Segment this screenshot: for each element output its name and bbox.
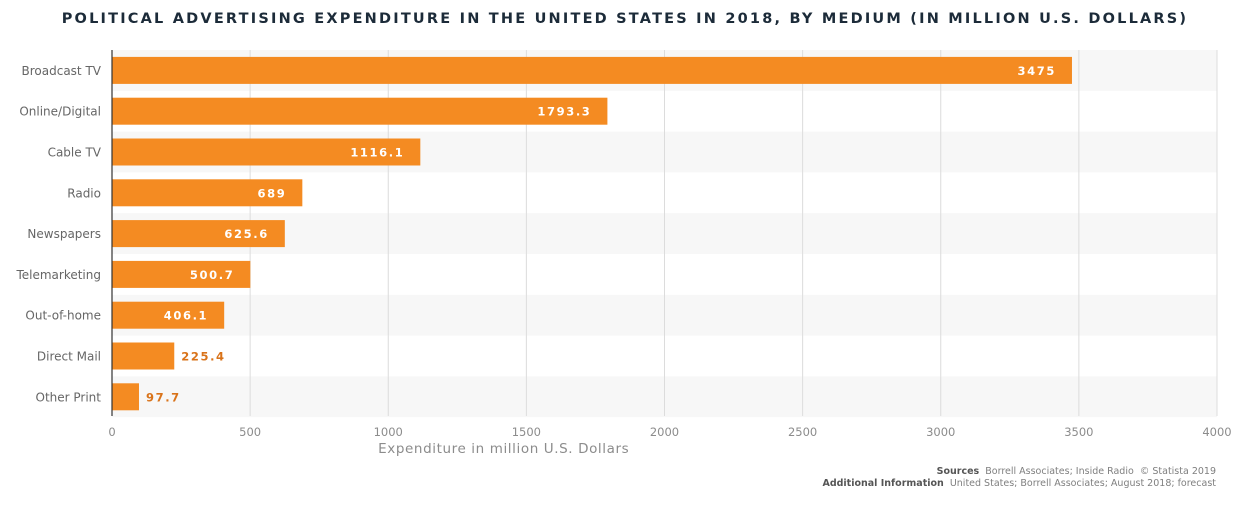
x-axis-title: Expenditure in million U.S. Dollars xyxy=(378,441,629,457)
bar-value-label: 225.4 xyxy=(181,350,225,364)
category-label: Newspapers xyxy=(27,227,101,241)
category-label: Direct Mail xyxy=(37,350,101,364)
category-label: Other Print xyxy=(36,390,102,404)
category-label: Telemarketing xyxy=(15,268,101,282)
bar xyxy=(112,383,139,411)
bar xyxy=(112,301,225,329)
x-tick-label: 2500 xyxy=(788,425,817,439)
x-tick-label: 0 xyxy=(108,425,115,439)
bar xyxy=(112,220,285,248)
bar-value-label: 97.7 xyxy=(146,390,181,404)
category-label: Broadcast TV xyxy=(22,64,102,78)
x-tick-label: 3000 xyxy=(926,425,955,439)
category-label: Online/Digital xyxy=(19,105,101,119)
bar-value-label: 689 xyxy=(258,186,287,200)
x-tick-label: 2000 xyxy=(650,425,679,439)
bar xyxy=(112,97,608,125)
x-tick-label: 1000 xyxy=(374,425,403,439)
info-text: United States; Borrell Associates; Augus… xyxy=(949,478,1216,489)
category-label: Radio xyxy=(67,186,101,200)
bar xyxy=(112,260,251,288)
bar-value-label: 625.6 xyxy=(224,227,268,241)
chart-title: POLITICAL ADVERTISING EXPENDITURE IN THE… xyxy=(61,11,1189,27)
bar-value-label: 1116.1 xyxy=(350,146,404,160)
bar xyxy=(112,138,421,166)
x-tick-label: 3500 xyxy=(1064,425,1093,439)
bar-value-label: 500.7 xyxy=(190,268,234,282)
sources-label: Sources xyxy=(936,466,980,477)
bar xyxy=(112,56,1072,84)
copyright-text: © Statista 2019 xyxy=(1139,466,1216,477)
info-label: Additional Information xyxy=(822,478,944,489)
category-label: Cable TV xyxy=(48,146,102,160)
bar xyxy=(112,342,175,370)
sources-text: Borrell Associates; Inside Radio xyxy=(985,466,1134,477)
bar xyxy=(112,179,303,207)
bar-value-label: 3475 xyxy=(1018,64,1056,78)
x-tick-label: 1500 xyxy=(512,425,541,439)
x-tick-label: 4000 xyxy=(1202,425,1231,439)
bar-value-label: 1793.3 xyxy=(537,105,591,119)
x-tick-label: 500 xyxy=(239,425,261,439)
footer-sources: Sources Borrell Associates; Inside Radio… xyxy=(937,466,1216,477)
bar-value-label: 406.1 xyxy=(164,309,208,323)
category-label: Out-of-home xyxy=(25,309,101,323)
footer-info: Additional Information United States; Bo… xyxy=(822,478,1216,489)
